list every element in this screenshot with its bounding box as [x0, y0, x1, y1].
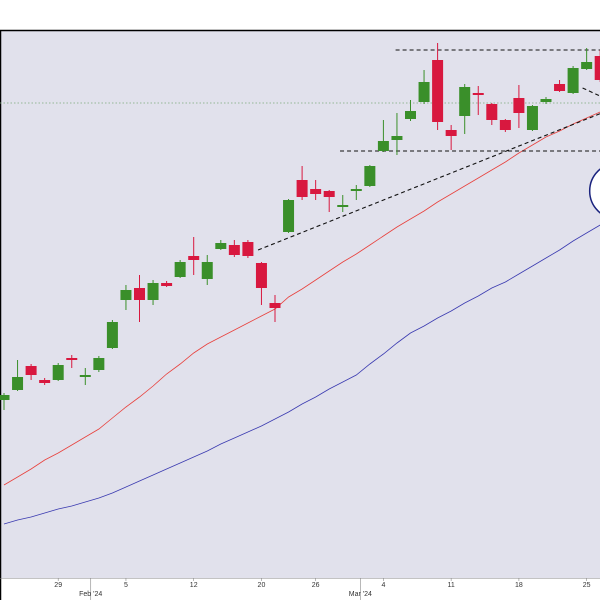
candle-body — [486, 104, 498, 120]
candle-body — [106, 322, 118, 348]
candle-body — [364, 166, 376, 186]
candle-body — [540, 99, 552, 102]
x-tick-label: 18 — [515, 582, 523, 589]
candle-body — [269, 303, 281, 308]
moving-average-line — [3, 111, 600, 486]
candle-body — [310, 189, 322, 194]
x-tick-label: 20 — [258, 582, 266, 589]
candle-body — [161, 283, 173, 286]
candle-body — [472, 93, 484, 95]
x-tick-label: 25 — [583, 582, 591, 589]
candle-body — [581, 62, 593, 69]
candle-body — [134, 288, 145, 300]
candle-body — [242, 242, 254, 256]
candle-body — [39, 380, 51, 383]
candle-body — [0, 395, 10, 400]
candle-body — [554, 84, 566, 91]
candle-body — [188, 256, 200, 260]
plot-background — [0, 31, 600, 578]
candle-body — [283, 200, 295, 232]
trendline — [257, 113, 600, 251]
x-tick-label: 4 — [381, 582, 385, 589]
candle-body — [337, 205, 349, 207]
candle-body — [201, 262, 213, 279]
moving-average-line — [3, 224, 600, 525]
candle-body — [567, 68, 579, 93]
candle-body — [79, 375, 91, 377]
x-tick-label: 29 — [54, 582, 62, 589]
candle-body — [432, 60, 444, 122]
annotation-bubble — [588, 168, 600, 214]
candle-body — [459, 87, 471, 116]
candle-body — [377, 141, 389, 151]
candle-body — [594, 56, 600, 80]
candle-body — [215, 243, 227, 249]
month-label: Mar '24 — [349, 591, 372, 598]
candle-body — [418, 82, 430, 102]
x-tick-label: 5 — [124, 582, 128, 589]
candle-body — [120, 290, 132, 300]
candle-body — [513, 98, 525, 113]
trendline — [582, 87, 600, 97]
candle-body — [391, 136, 403, 140]
candle-body — [445, 130, 457, 136]
candle-body — [12, 377, 24, 390]
candle-body — [405, 111, 416, 119]
x-tick-label: 12 — [190, 582, 198, 589]
candle-body — [66, 358, 78, 360]
candle-body — [296, 180, 308, 197]
candle-body — [255, 263, 267, 288]
candle-body — [350, 189, 362, 191]
candle-body — [499, 120, 511, 130]
month-label: Feb '24 — [79, 591, 102, 598]
candle-body — [93, 358, 105, 370]
x-tick-label: 11 — [448, 582, 455, 589]
candle-body — [323, 191, 335, 197]
candle-body — [25, 366, 37, 375]
candle-body — [526, 106, 538, 130]
candle-body — [52, 365, 64, 380]
x-tick-label: 26 — [312, 582, 320, 589]
candle-body — [228, 245, 240, 255]
candle-body — [147, 283, 159, 300]
candle-body — [174, 262, 186, 277]
